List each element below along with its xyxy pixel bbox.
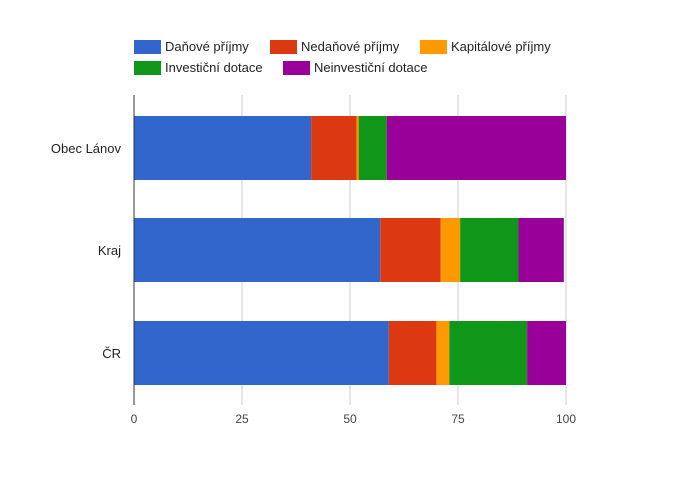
category-label: Kraj	[98, 243, 121, 258]
legend-swatch	[270, 40, 297, 54]
bars	[134, 116, 566, 385]
bar-segment	[460, 218, 519, 282]
bar-segment	[134, 116, 312, 180]
bar-segment	[436, 321, 450, 385]
legend: Daňové příjmy Nedaňové příjmy Kapitálové p…	[134, 39, 551, 75]
category-label: Obec Lánov	[51, 141, 122, 156]
legend-label: Kapitálové příjmy	[451, 39, 551, 54]
bar-segment	[134, 321, 389, 385]
legend-item: Investiční dotace	[134, 60, 263, 75]
legend-swatch	[134, 40, 161, 54]
bar-segment	[358, 116, 387, 180]
x-tick-label: 50	[343, 412, 357, 426]
legend-swatch	[283, 61, 310, 75]
bar-segment	[386, 116, 566, 180]
category-labels: Obec Lánov Kraj ČR	[51, 141, 122, 361]
legend-item: Nedaňové příjmy	[270, 39, 400, 54]
bar-segment	[311, 116, 357, 180]
x-tick-label: 0	[131, 412, 138, 426]
bar-segment	[527, 321, 566, 385]
x-tick-label: 25	[235, 412, 249, 426]
bar-segment	[440, 218, 461, 282]
bar-segment	[388, 321, 437, 385]
legend-label: Nedaňové příjmy	[301, 39, 400, 54]
x-tick-labels: 0 25 50 75 100	[131, 412, 577, 426]
legend-item: Kapitálové příjmy	[420, 39, 551, 54]
legend-swatch	[420, 40, 447, 54]
legend-label: Investiční dotace	[165, 60, 263, 75]
legend-swatch	[134, 61, 161, 75]
bar-segment	[518, 218, 564, 282]
category-label: ČR	[102, 346, 121, 361]
legend-label: Neinvestiční dotace	[314, 60, 427, 75]
legend-item: Neinvestiční dotace	[283, 60, 427, 75]
legend-label: Daňové příjmy	[165, 39, 249, 54]
bar-segment	[356, 116, 359, 180]
bar-segment	[134, 218, 381, 282]
x-tick-label: 75	[451, 412, 465, 426]
x-tick-label: 100	[556, 412, 576, 426]
legend-item: Daňové příjmy	[134, 39, 249, 54]
bar-segment	[449, 321, 528, 385]
bar-segment	[380, 218, 441, 282]
